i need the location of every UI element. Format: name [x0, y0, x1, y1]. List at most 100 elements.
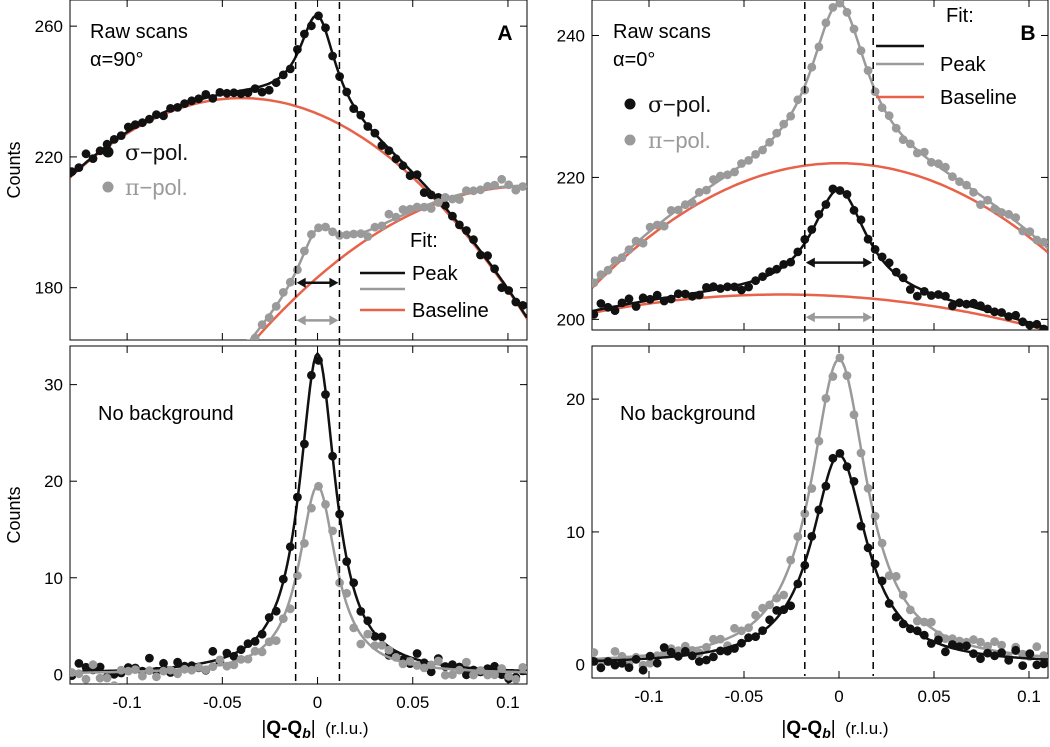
data-point [257, 87, 267, 97]
data-point [271, 606, 281, 616]
y-tick-label: 0 [54, 665, 63, 684]
data-point [758, 626, 767, 635]
data-point [300, 439, 309, 449]
data-point [1018, 226, 1028, 236]
data-point [687, 651, 697, 661]
data-point [370, 632, 380, 641]
data-point [349, 578, 359, 588]
data-point [849, 477, 859, 486]
data-point [96, 561, 105, 570]
data-point [898, 590, 908, 600]
data-point [194, 663, 204, 672]
data-point [314, 481, 323, 491]
data-point [230, 356, 239, 365]
y-tick-label: 10 [44, 569, 63, 588]
data-point [321, 390, 330, 399]
data-point [462, 226, 471, 235]
data-point [934, 290, 943, 299]
data-point [716, 646, 725, 656]
data-point [694, 187, 704, 197]
annotation-text: No background [620, 403, 756, 425]
x-tick-label: 0 [834, 687, 843, 706]
data-point [737, 285, 746, 295]
x-axis-label-left: |Q-Qb| (r.l.u.) [261, 718, 368, 741]
data-point [948, 172, 957, 182]
data-point [74, 669, 84, 679]
data-point [264, 313, 274, 322]
data-point [138, 118, 147, 128]
data-point [645, 222, 655, 232]
data-point [1032, 319, 1042, 329]
data-point [863, 483, 873, 493]
data-point [377, 640, 387, 650]
data-point [440, 670, 450, 680]
data-point [1039, 324, 1048, 330]
data-point [419, 202, 429, 212]
data-point [1039, 651, 1048, 661]
data-point [300, 539, 309, 548]
legend-fit-text: Peak [940, 54, 987, 76]
data-point [440, 200, 450, 210]
data-point [765, 600, 774, 610]
data-point [314, 11, 323, 21]
data-point [1018, 661, 1028, 670]
data-point [631, 236, 641, 246]
y-tick-label: 180 [35, 279, 63, 298]
data-point [592, 657, 599, 666]
data-point [983, 641, 992, 651]
data-point [997, 308, 1006, 317]
x-tick-label: -0.1 [112, 693, 141, 712]
data-point [117, 523, 126, 532]
data-point [483, 181, 492, 191]
data-point [201, 90, 211, 99]
data-point [307, 230, 316, 239]
data-point [419, 188, 429, 198]
data-point [412, 202, 422, 212]
y-tick-label: 10 [566, 523, 585, 542]
data-point [187, 665, 197, 675]
data-point [88, 660, 98, 670]
data-point [863, 66, 873, 75]
width-arrow-head-left [296, 277, 306, 288]
data-point [229, 88, 239, 98]
data-point [898, 273, 908, 283]
y-tick-label: 220 [557, 168, 585, 187]
data-point [293, 492, 302, 502]
data-point [264, 637, 274, 647]
data-point [941, 634, 950, 644]
data-point [592, 309, 599, 319]
plot-area [592, 0, 1048, 330]
data-point [152, 469, 161, 478]
legend-fit-title: Fit: [946, 5, 974, 27]
y-axis-label: Counts [4, 486, 24, 543]
data-point [363, 616, 373, 626]
data-point [342, 230, 352, 240]
data-point [271, 302, 281, 311]
data-point [673, 205, 683, 215]
data-point [814, 210, 824, 219]
data-point [82, 586, 91, 595]
data-point [926, 157, 936, 167]
data-point [497, 664, 507, 673]
data-point [440, 193, 450, 202]
data-point [412, 649, 422, 658]
data-point [793, 532, 803, 541]
data-point [737, 638, 746, 648]
data-point [912, 148, 922, 158]
data-point [941, 291, 950, 301]
fit-curve [70, 351, 527, 674]
data-point [342, 588, 352, 598]
data-point [377, 632, 387, 642]
data-point [504, 671, 514, 681]
data-point [469, 670, 478, 680]
y-tick-label: 240 [557, 26, 585, 45]
data-point [159, 111, 168, 121]
data-point [828, 3, 838, 12]
data-point [870, 245, 880, 254]
data-point [208, 646, 218, 656]
data-point [236, 645, 246, 655]
data-point [786, 555, 796, 565]
data-point [293, 571, 302, 580]
data-point [751, 632, 760, 642]
x-tick-label: -0.05 [725, 687, 764, 706]
